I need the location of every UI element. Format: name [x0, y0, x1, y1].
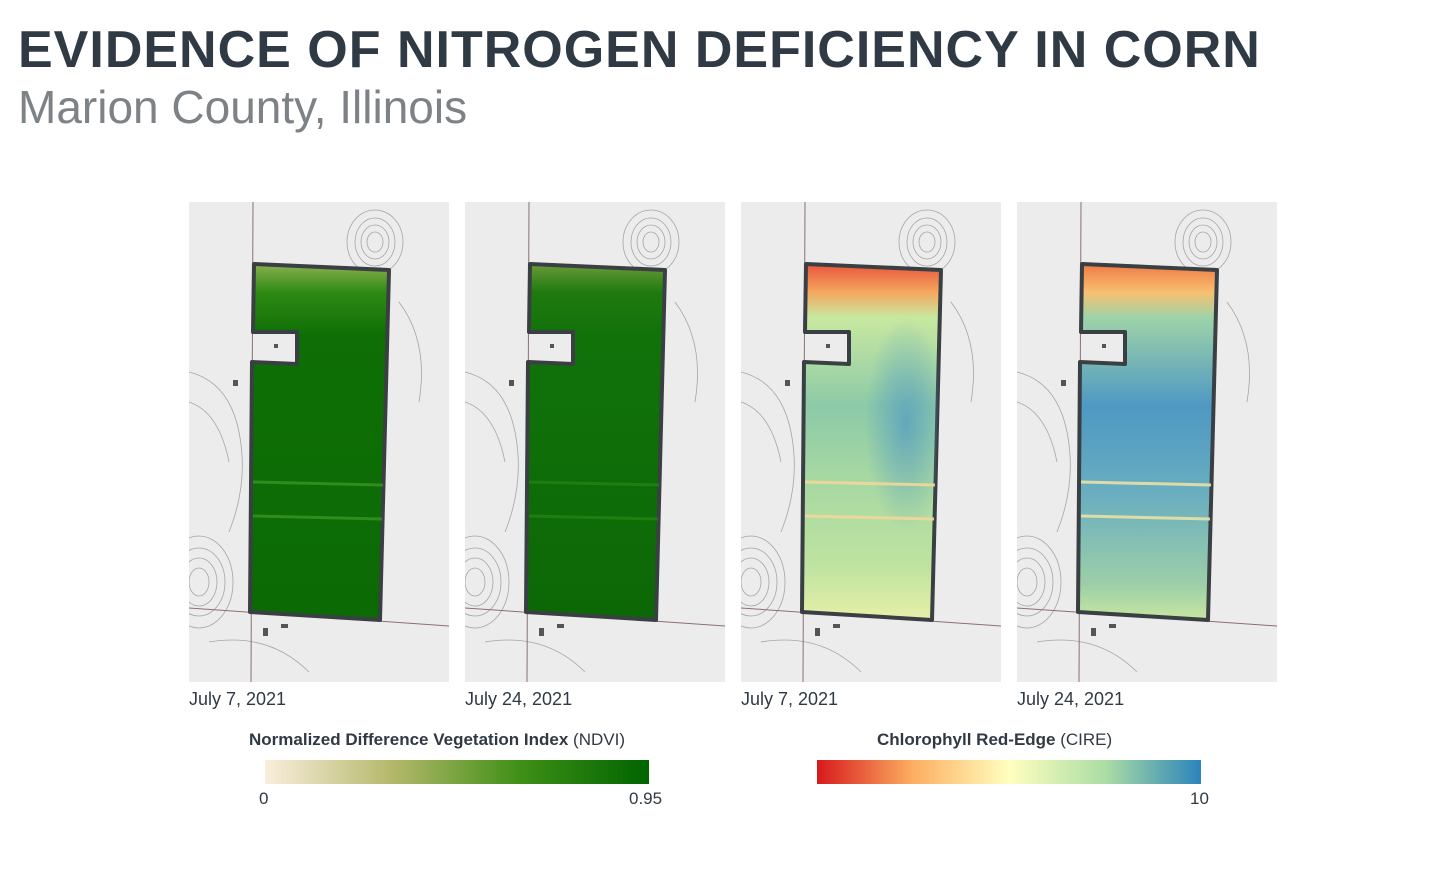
ndvi-map-july-7 — [189, 202, 449, 682]
ndvi-max-label: 0.95 — [629, 789, 663, 808]
cire-legend-abbr: (CIRE) — [1060, 730, 1113, 749]
ndvi-map-icon — [189, 202, 449, 682]
page-title: EVIDENCE OF NITROGEN DEFICIENCY IN CORN — [18, 21, 1261, 79]
cire-map-july-7 — [741, 202, 1001, 682]
panel-date-3: July 7, 2021 — [741, 689, 839, 709]
page-subtitle: Marion County, Illinois — [18, 81, 468, 133]
ndvi-min-label: 0 — [259, 789, 269, 808]
cire-map-icon — [741, 202, 1001, 682]
panel-date-1: July 7, 2021 — [189, 689, 287, 709]
ndvi-map-icon — [465, 202, 725, 682]
ndvi-legend-abbr: (NDVI) — [573, 730, 625, 749]
cire-legend-name: Chlorophyll Red-Edge — [877, 730, 1056, 749]
ndvi-color-bar — [265, 760, 649, 784]
cire-color-bar — [817, 760, 1201, 784]
cire-max-label: 10 — [1190, 789, 1209, 808]
cire-map-july-24 — [1017, 202, 1277, 682]
ndvi-legend-name: Normalized Difference Vegetation Index — [249, 730, 569, 749]
cire-legend-title: Chlorophyll Red-Edge (CIRE) — [877, 730, 1112, 750]
ndvi-map-july-24 — [465, 202, 725, 682]
panel-date-2: July 24, 2021 — [465, 689, 573, 709]
cire-map-icon — [1017, 202, 1277, 682]
panel-date-4: July 24, 2021 — [1017, 689, 1125, 709]
ndvi-legend-title: Normalized Difference Vegetation Index (… — [249, 730, 625, 750]
